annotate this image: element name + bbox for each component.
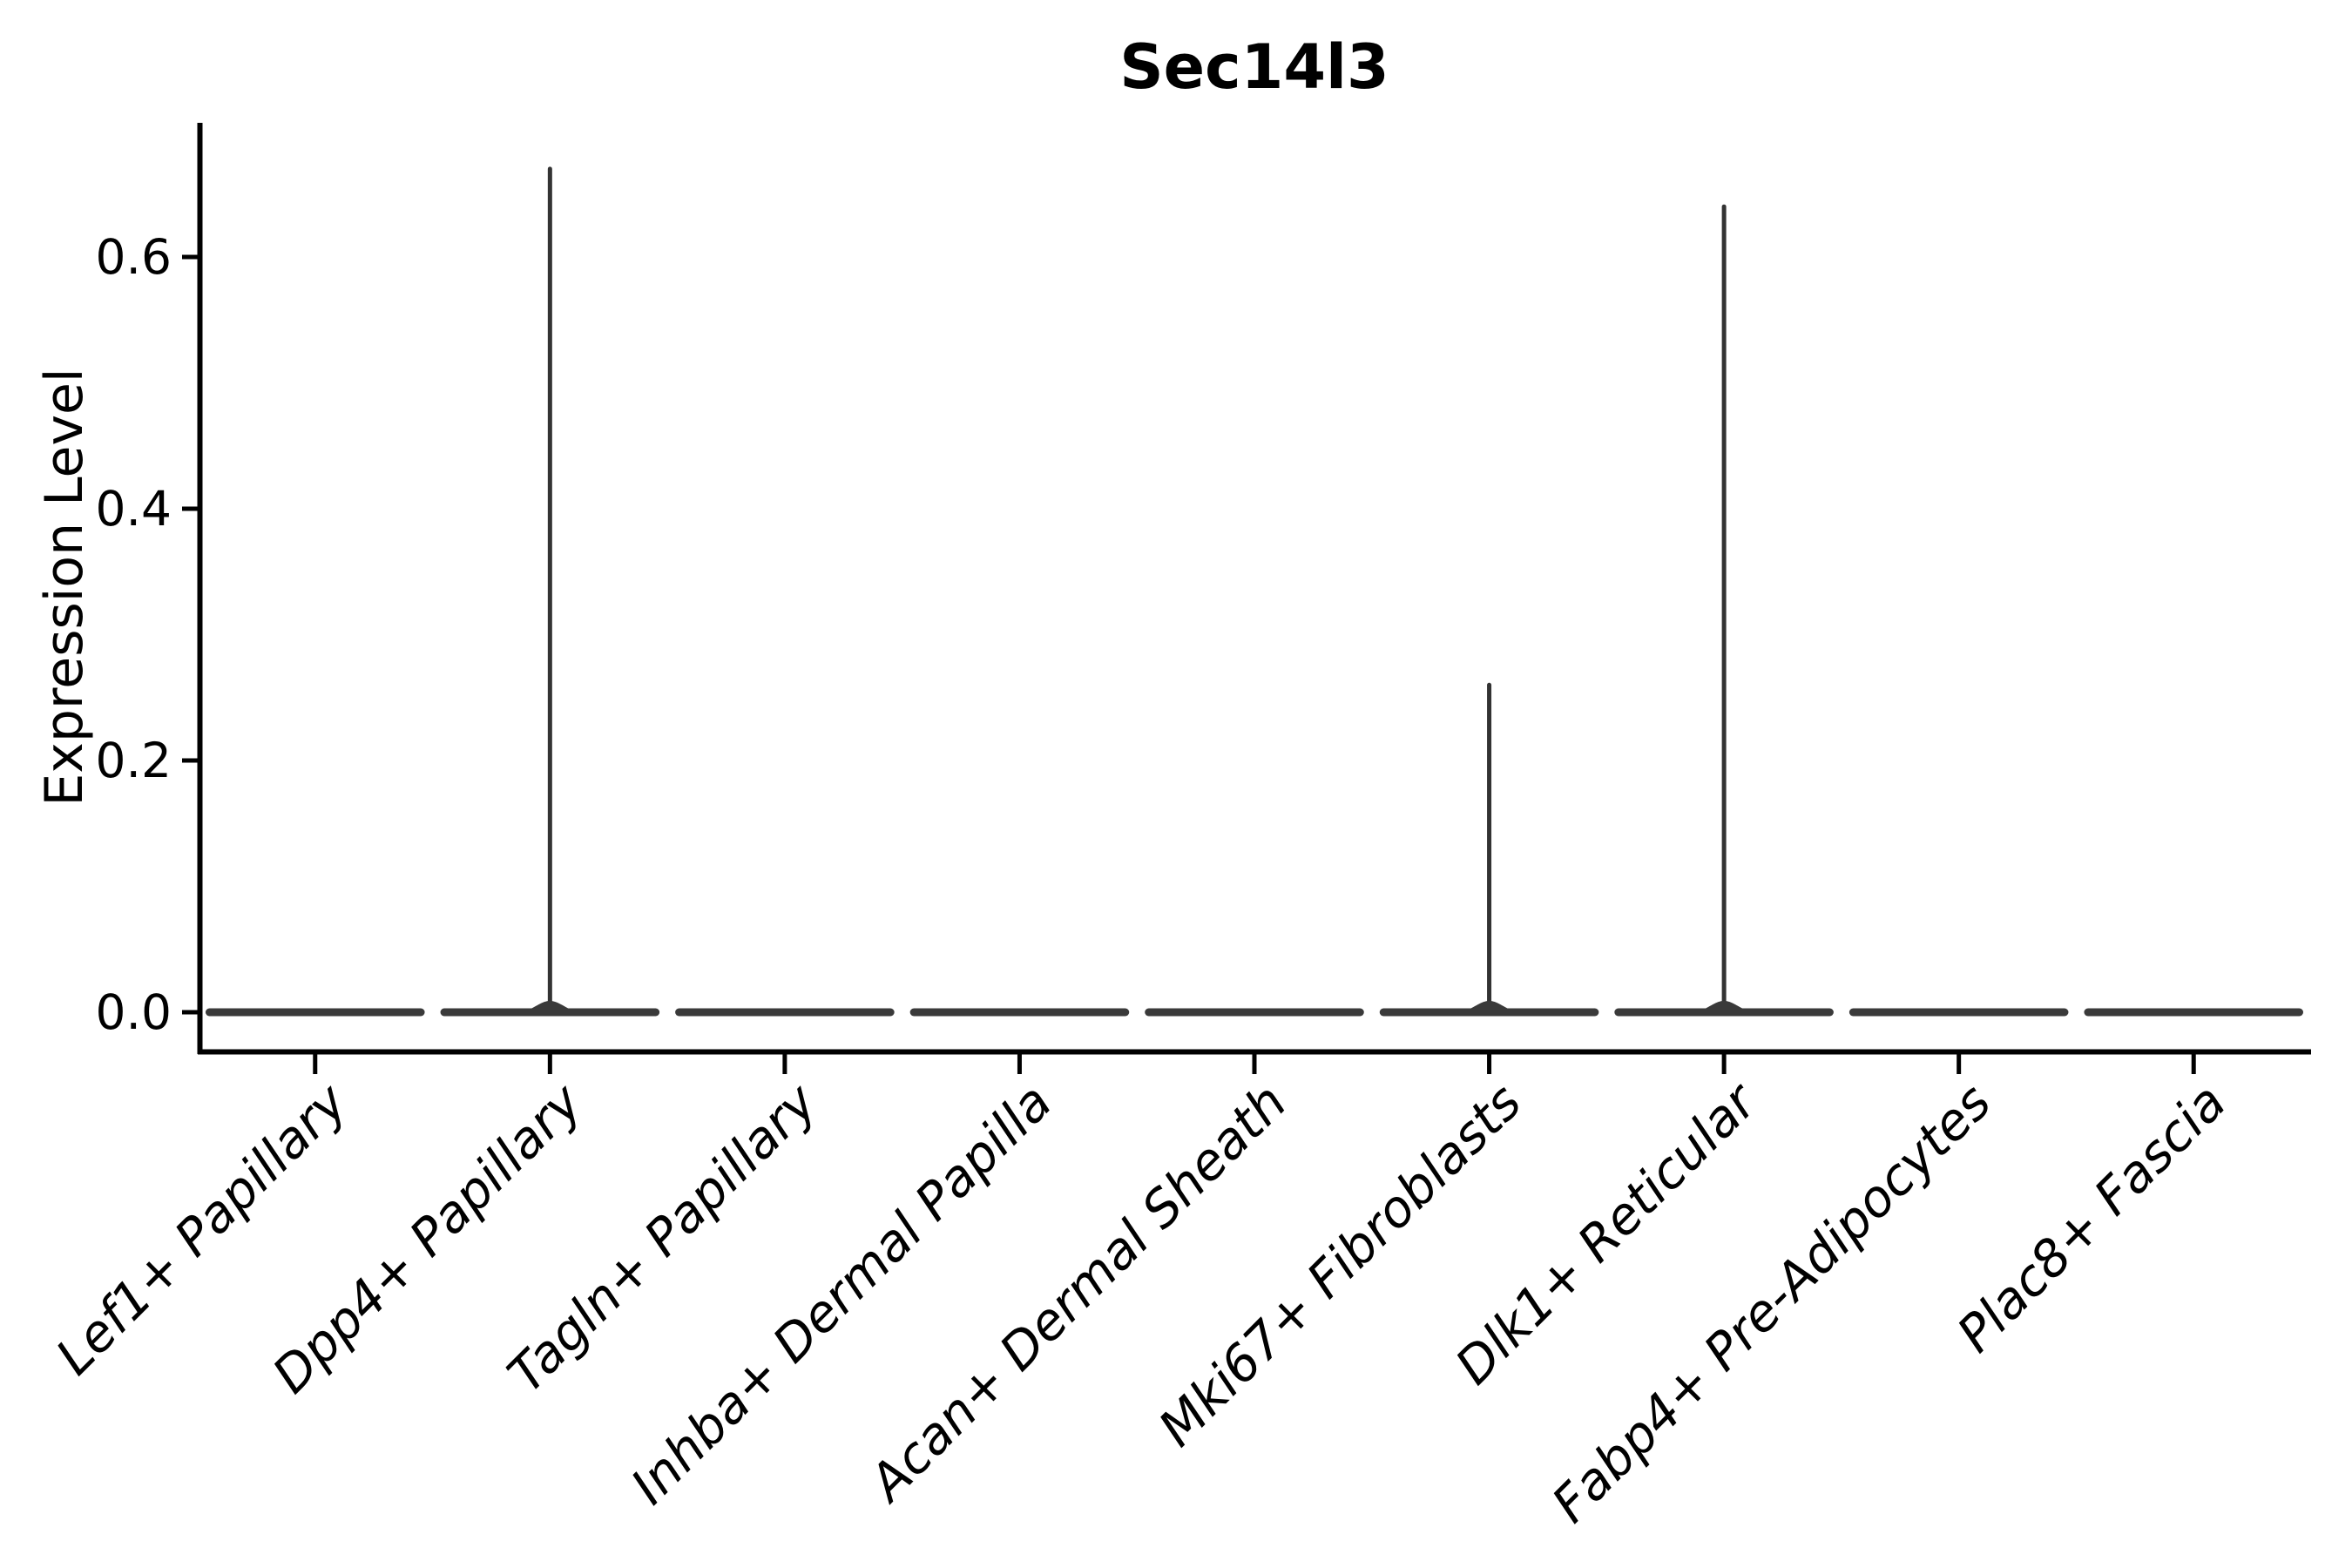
y-tick-label: 0.4 [96, 481, 172, 537]
x-tick-label: Acan+ Dermal Sheath [855, 1072, 1298, 1515]
x-tick-label: Fabp4+ Pre-Adipocytes [1540, 1072, 2002, 1534]
plot-title: Sec14l3 [1119, 31, 1389, 103]
x-tick-label: Inhba+ Dermal Papilla [619, 1072, 1063, 1516]
y-axis-label: Expression Level [34, 368, 95, 807]
y-tick-label: 0.6 [96, 229, 172, 285]
y-tick-label: 0.2 [96, 733, 172, 788]
y-tick-label: 0.0 [96, 984, 172, 1040]
